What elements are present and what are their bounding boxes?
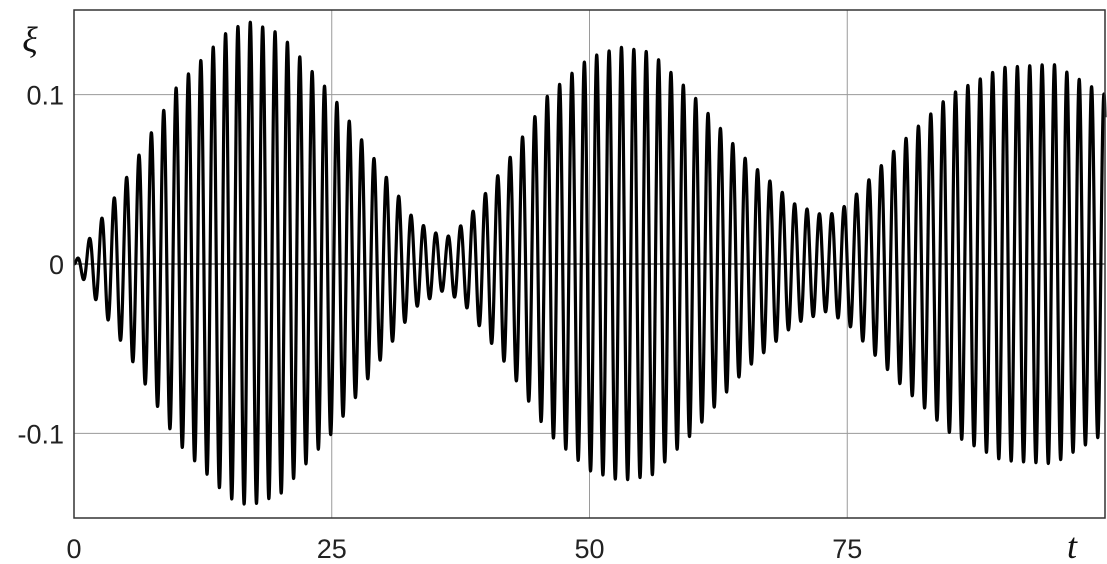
- x-axis-label: t: [1067, 526, 1078, 564]
- series-layer: [72, 20, 1107, 506]
- tick-layer: 0 25 50 75 0.1 0 -0.1: [17, 81, 862, 564]
- y-tick-label: 0.1: [26, 81, 64, 111]
- series-line: [72, 20, 1107, 506]
- y-tick-label: 0: [49, 250, 64, 280]
- x-tick-label: 50: [574, 534, 604, 564]
- y-axis-label: ξ: [22, 20, 38, 60]
- x-tick-label: 0: [66, 534, 81, 564]
- plot-frame: [73, 9, 1106, 519]
- x-tick-label: 25: [317, 534, 347, 564]
- y-tick-label: -0.1: [17, 419, 64, 449]
- x-tick-label: 75: [832, 534, 862, 564]
